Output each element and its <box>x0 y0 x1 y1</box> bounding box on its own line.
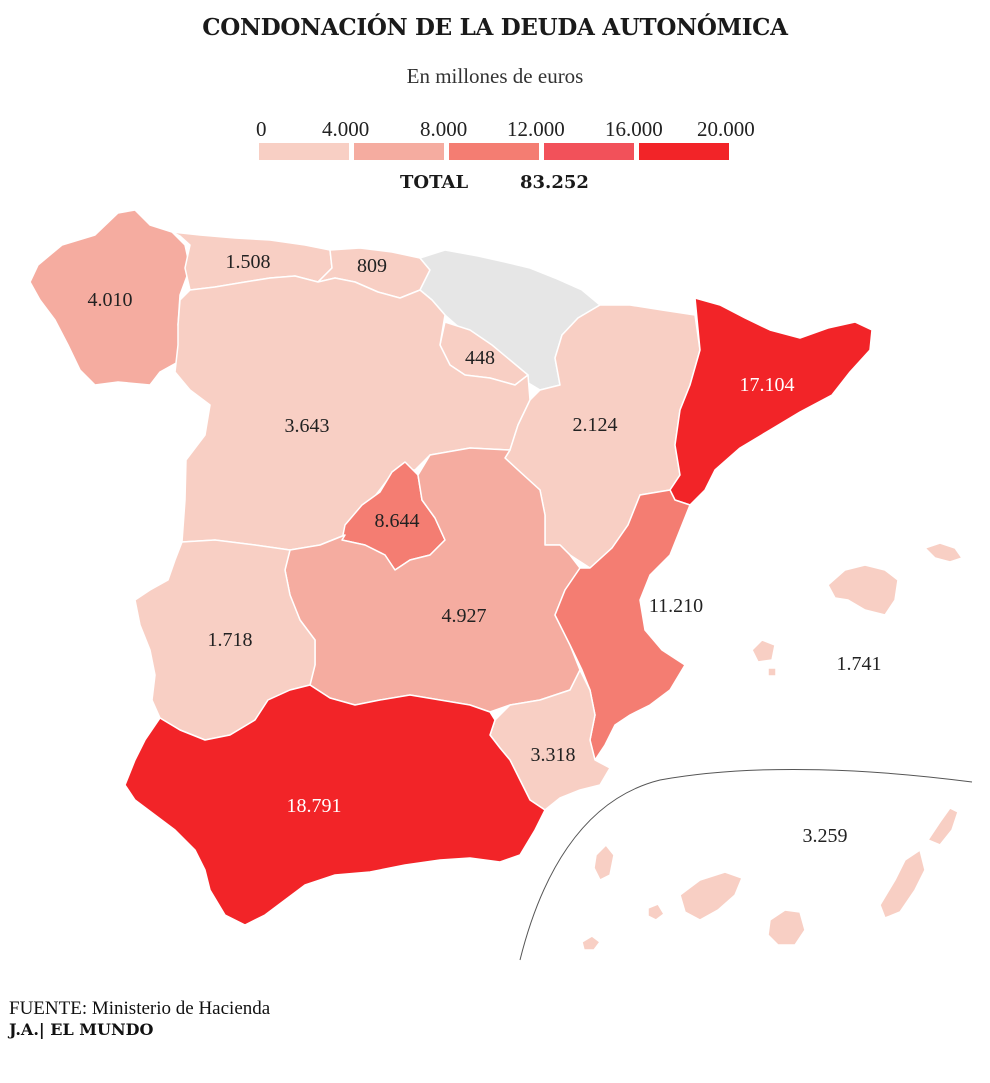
legend-swatch-2 <box>449 143 539 160</box>
legend-swatch-1 <box>354 143 444 160</box>
legend-tick-1: 4.000 <box>322 117 370 141</box>
label-asturias: 1.508 <box>226 251 271 273</box>
canarias-inset-line <box>519 768 973 961</box>
label-extremadura: 1.718 <box>208 629 253 651</box>
legend-swatch-0 <box>259 143 349 160</box>
region-canarias <box>581 807 959 951</box>
label-cataluna: 17.104 <box>740 374 795 396</box>
region-valencia <box>554 489 691 761</box>
label-castilla-la-mancha: 4.927 <box>442 605 487 627</box>
label-andalucia: 18.791 <box>287 795 342 817</box>
label-baleares: 1.741 <box>837 653 882 675</box>
region-cataluna <box>669 297 873 506</box>
map-title: CONDONACIÓN DE LA DEUDA AUTONÓMICA <box>202 14 788 41</box>
label-cantabria: 809 <box>357 255 387 277</box>
region-andalucia <box>124 684 546 926</box>
total-label: TOTAL <box>400 172 469 193</box>
legend-tick-3: 12.000 <box>507 117 565 141</box>
map-subtitle: En millones de euros <box>406 64 584 88</box>
label-galicia: 4.010 <box>88 289 133 311</box>
label-la-rioja: 448 <box>465 347 495 369</box>
label-murcia: 3.318 <box>531 744 576 766</box>
legend-tick-4: 16.000 <box>605 117 663 141</box>
region-baleares <box>751 542 963 677</box>
label-valencia: 11.210 <box>649 595 703 617</box>
label-castilla-y-leon: 3.643 <box>285 415 330 437</box>
label-madrid: 8.644 <box>375 510 420 532</box>
legend-swatch-4 <box>639 143 729 160</box>
label-aragon: 2.124 <box>573 414 618 436</box>
total-value: 83.252 <box>520 172 589 193</box>
legend-tick-0: 0 <box>256 117 267 141</box>
legend-tick-5: 20.000 <box>697 117 755 141</box>
label-canarias: 3.259 <box>803 825 848 847</box>
source-note: FUENTE: Ministerio de Hacienda <box>9 998 271 1019</box>
legend-swatch-3 <box>544 143 634 160</box>
credit-note: J.A.| EL MUNDO <box>9 1020 154 1039</box>
legend-tick-2: 8.000 <box>420 117 468 141</box>
